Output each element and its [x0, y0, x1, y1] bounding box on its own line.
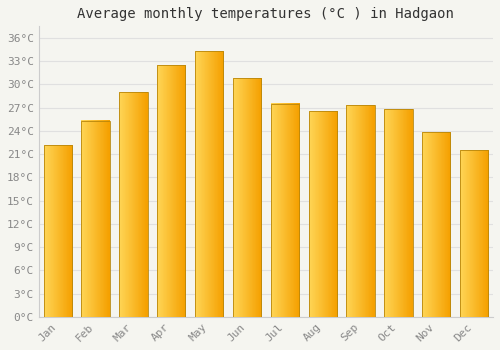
Bar: [44, 145, 72, 317]
Bar: [119, 92, 148, 317]
Bar: [270, 104, 299, 317]
Bar: [157, 65, 186, 317]
Title: Average monthly temperatures (°C ) in Hadgaon: Average monthly temperatures (°C ) in Ha…: [78, 7, 454, 21]
Bar: [233, 78, 261, 317]
Bar: [384, 109, 412, 317]
Bar: [422, 132, 450, 317]
Bar: [460, 150, 488, 317]
Bar: [195, 51, 224, 317]
Bar: [82, 121, 110, 317]
Bar: [346, 105, 375, 317]
Bar: [308, 112, 337, 317]
